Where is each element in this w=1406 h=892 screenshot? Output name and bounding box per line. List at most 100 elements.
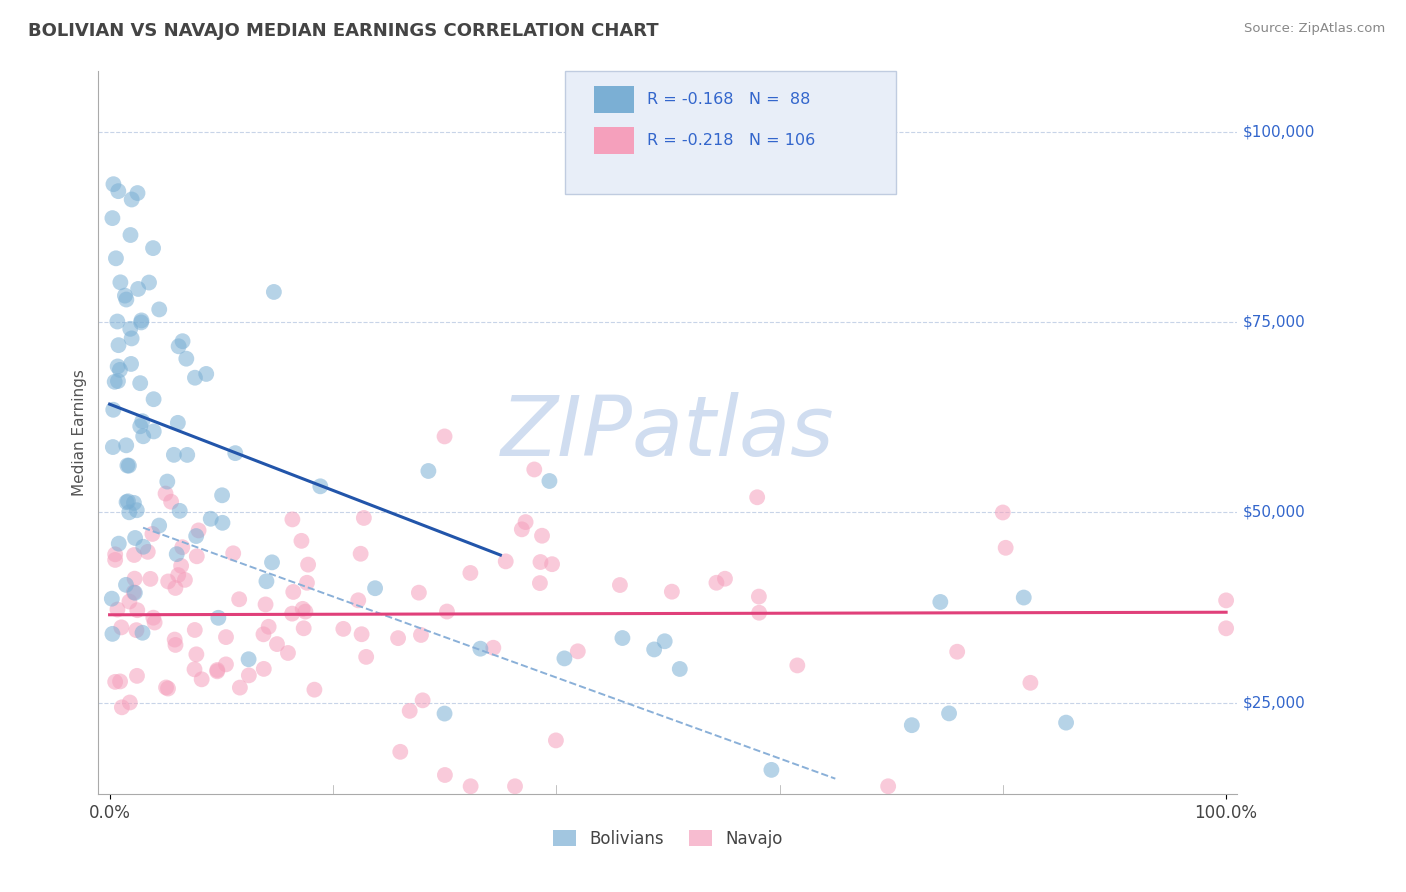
Point <box>529 576 551 591</box>
Point <box>104 553 127 567</box>
Point <box>668 662 690 676</box>
Point <box>120 227 142 242</box>
Point <box>117 458 139 473</box>
Point <box>115 438 138 452</box>
Point <box>142 392 165 407</box>
Point <box>994 541 1017 555</box>
Point <box>252 627 274 641</box>
Point <box>263 285 285 299</box>
Point <box>142 241 165 255</box>
Point <box>183 662 205 676</box>
Text: $25,000: $25,000 <box>1243 695 1306 710</box>
Point <box>129 419 152 434</box>
Point <box>714 572 737 586</box>
Point <box>138 276 160 290</box>
Point <box>938 706 960 721</box>
Point <box>347 593 370 607</box>
Point <box>121 193 143 207</box>
Point <box>104 375 127 389</box>
Point <box>125 623 148 637</box>
Point <box>222 546 245 560</box>
Point <box>747 490 769 504</box>
Point <box>125 503 148 517</box>
Point <box>174 573 197 587</box>
Point <box>142 425 165 439</box>
Point <box>205 665 228 679</box>
Point <box>155 681 177 695</box>
Point <box>266 637 288 651</box>
Point <box>108 674 131 689</box>
Point <box>211 516 233 530</box>
Point <box>661 584 683 599</box>
Point <box>111 700 134 714</box>
Point <box>503 779 526 793</box>
Point <box>433 706 456 721</box>
Point <box>207 663 229 677</box>
Point <box>103 402 125 417</box>
Point <box>122 548 145 562</box>
Point <box>260 555 283 569</box>
Point <box>350 627 373 641</box>
Point <box>156 681 179 696</box>
Point <box>120 322 142 336</box>
Point <box>283 585 305 599</box>
Point <box>460 566 482 580</box>
Point <box>612 631 634 645</box>
Point <box>170 558 193 573</box>
Point <box>433 768 456 782</box>
Point <box>101 591 124 606</box>
Point <box>418 464 440 478</box>
Point <box>155 486 177 500</box>
Point <box>229 681 252 695</box>
Point <box>186 529 208 543</box>
Point <box>131 414 153 428</box>
Point <box>172 540 194 554</box>
Point <box>364 581 387 595</box>
Point <box>127 186 149 200</box>
Y-axis label: Median Earnings: Median Earnings <box>72 369 87 496</box>
Point <box>304 682 326 697</box>
Point <box>412 693 434 707</box>
Point <box>117 494 139 508</box>
Point <box>129 376 152 391</box>
Point <box>409 628 432 642</box>
Point <box>238 652 260 666</box>
Point <box>544 733 567 747</box>
Point <box>538 474 561 488</box>
Point <box>115 578 138 592</box>
Point <box>143 615 166 630</box>
Point <box>110 620 132 634</box>
Point <box>510 522 533 536</box>
Point <box>354 649 377 664</box>
Text: BOLIVIAN VS NAVAJO MEDIAN EARNINGS CORRELATION CHART: BOLIVIAN VS NAVAJO MEDIAN EARNINGS CORRE… <box>28 22 659 40</box>
Point <box>160 494 183 508</box>
Point <box>107 536 129 550</box>
Point <box>110 276 132 290</box>
Point <box>115 495 138 509</box>
Text: ZIPatlas: ZIPatlas <box>501 392 835 473</box>
Point <box>118 696 141 710</box>
Point <box>176 351 198 366</box>
Point <box>167 568 190 582</box>
Point <box>257 620 280 634</box>
Point <box>107 374 129 388</box>
Point <box>118 505 141 519</box>
Point <box>101 211 124 226</box>
Point <box>523 462 546 476</box>
Point <box>184 623 207 637</box>
Legend: Bolivians, Navajo: Bolivians, Navajo <box>546 822 790 855</box>
Point <box>124 572 146 586</box>
Point <box>207 611 229 625</box>
Point <box>165 581 187 595</box>
Point <box>163 448 186 462</box>
Point <box>389 745 412 759</box>
Point <box>515 515 537 529</box>
Point <box>131 313 153 327</box>
Point <box>215 657 238 672</box>
Point <box>1215 593 1237 607</box>
Point <box>124 586 146 600</box>
Point <box>132 540 155 554</box>
Point <box>114 288 136 302</box>
Point <box>107 359 129 374</box>
Point <box>190 673 212 687</box>
